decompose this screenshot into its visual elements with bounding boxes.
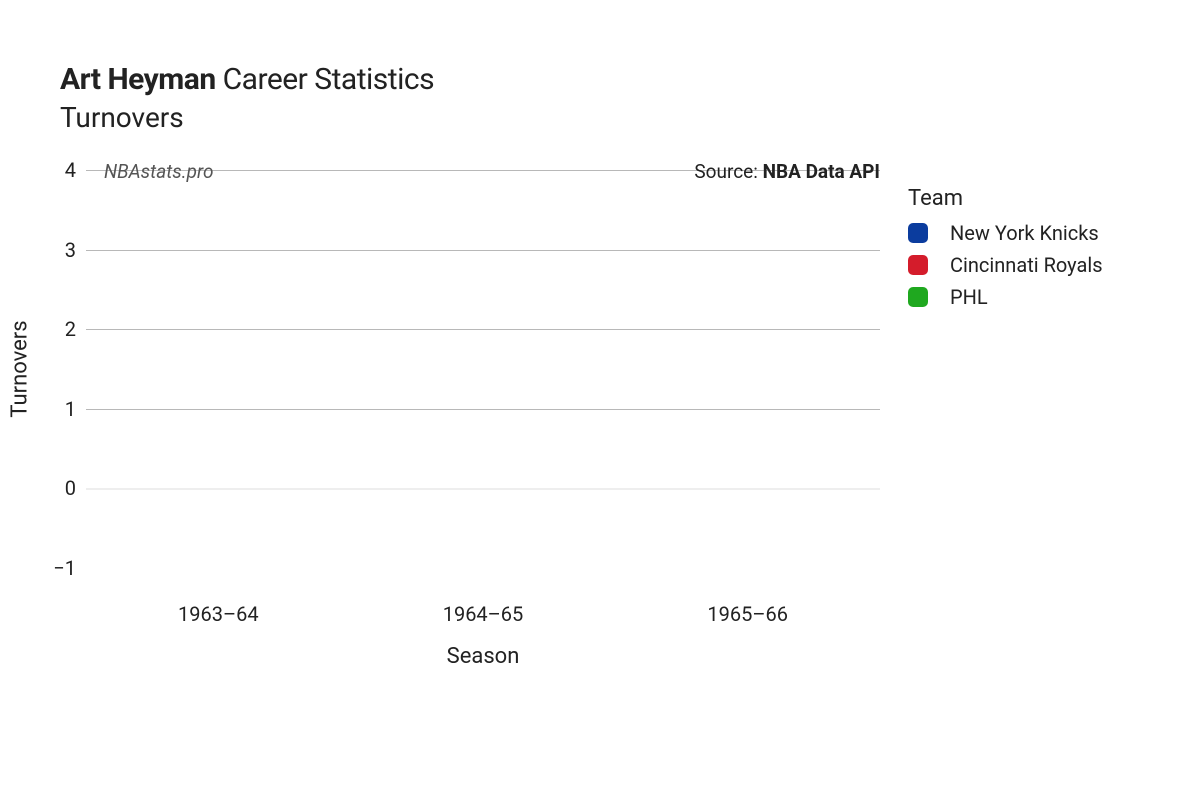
legend-label: Cincinnati Royals	[950, 253, 1103, 277]
source-attribution: Source: NBA Data API	[694, 160, 880, 183]
legend-swatch	[908, 255, 928, 275]
gridline	[86, 250, 880, 251]
plot-area	[86, 170, 880, 568]
watermark-text: NBAstats.pro	[104, 160, 214, 183]
x-axis-title: Season	[447, 644, 520, 669]
source-prefix: Source:	[694, 160, 762, 183]
y-axis-title: Turnovers	[8, 320, 33, 417]
legend-swatch	[908, 287, 928, 307]
x-tick-label: 1963–64	[178, 602, 259, 626]
legend-label: PHL	[950, 285, 988, 309]
y-tick-label: −1	[53, 556, 76, 580]
legend: Team New York Knicks Cincinnati Royals PHL	[908, 186, 1103, 317]
legend-item: PHL	[908, 285, 1103, 309]
legend-item: New York Knicks	[908, 221, 1103, 245]
player-name: Art Heyman	[60, 62, 216, 97]
legend-swatch	[908, 223, 928, 243]
gridline	[86, 329, 880, 330]
y-tick-label: 2	[65, 317, 76, 341]
legend-label: New York Knicks	[950, 221, 1099, 245]
x-tick-label: 1965–66	[707, 602, 788, 626]
legend-title: Team	[908, 186, 1103, 211]
chart-title: Art Heyman Career Statistics	[60, 62, 434, 97]
gridline	[86, 488, 880, 490]
gridline	[86, 409, 880, 410]
y-tick-label: 0	[65, 476, 76, 500]
title-suffix: Career Statistics	[223, 62, 435, 97]
chart-title-block: Art Heyman Career Statistics Turnovers	[60, 62, 434, 134]
chart-subtitle: Turnovers	[60, 101, 434, 134]
x-tick-label: 1964–65	[443, 602, 524, 626]
source-name: NBA Data API	[763, 160, 880, 183]
y-tick-label: 1	[65, 397, 76, 421]
y-tick-label: 4	[65, 158, 76, 182]
legend-item: Cincinnati Royals	[908, 253, 1103, 277]
y-tick-label: 3	[65, 238, 76, 262]
